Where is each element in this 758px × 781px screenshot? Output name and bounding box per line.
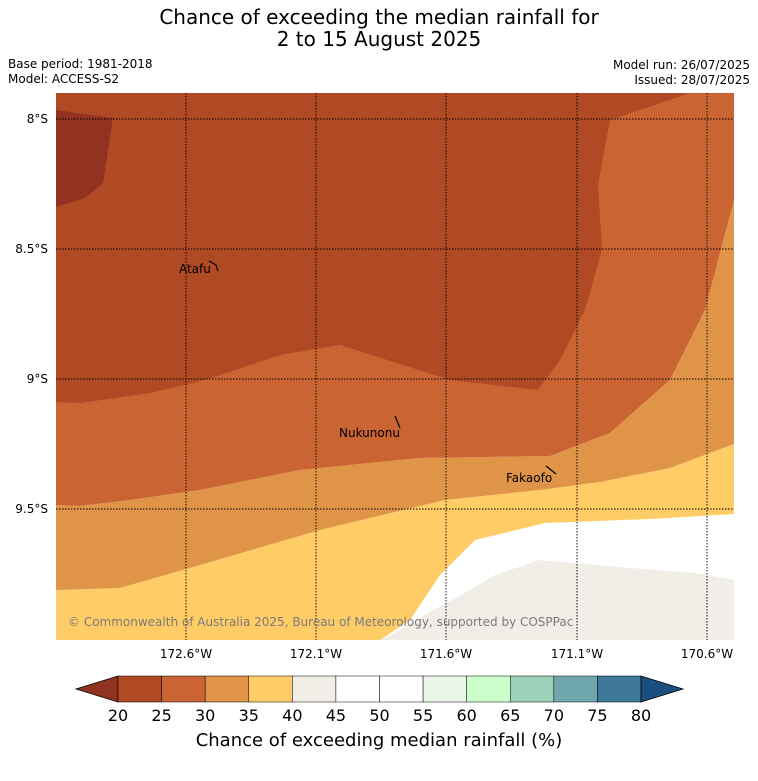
title-line-1: Chance of exceeding the median rainfall … [159, 5, 599, 29]
colorbar-segment [422, 675, 467, 703]
colorbar-tick-label: 30 [195, 706, 215, 725]
nukunonu-atoll-icon [394, 415, 401, 429]
colorbar-tick-label: 20 [108, 706, 128, 725]
place-labels: Atafu Nukunonu Fakaofo [179, 262, 552, 485]
colorbar-segment [597, 675, 642, 703]
colorbar-ticks: 20 25 30 35 40 45 50 55 60 65 70 75 80 [108, 706, 651, 725]
copyright-notice: © Commonwealth of Australia 2025, Bureau… [68, 615, 573, 629]
lon-label: 170.6°W [681, 647, 733, 661]
fakaofo-atoll-icon [545, 465, 557, 475]
contour-35-40 [56, 444, 734, 640]
chart-title: Chance of exceeding the median rainfall … [0, 6, 758, 50]
colorbar-segment [553, 675, 598, 703]
place-label-fakaofo: Fakaofo [506, 471, 552, 485]
title-line-2: 2 to 15 August 2025 [276, 27, 482, 51]
colorbar-label: Chance of exceeding median rainfall (%) [195, 730, 563, 751]
atolls [208, 260, 557, 475]
colorbar-segment [292, 675, 337, 703]
colorbar-tick-label: 70 [544, 706, 564, 725]
colorbar-tick-label: 40 [282, 706, 302, 725]
place-label-nukunonu: Nukunonu [339, 426, 400, 440]
lat-label: 9°S [27, 372, 48, 386]
lon-label: 171.6°W [420, 647, 472, 661]
colorbar-over-arrow [640, 675, 685, 703]
lat-label: 8°S [27, 112, 48, 126]
colorbar-segment [117, 675, 162, 703]
colorbar-tick-label: 80 [631, 706, 651, 725]
colorbar-segment [510, 675, 555, 703]
contour-40-45 [56, 560, 734, 640]
colorbar-segment [466, 675, 511, 703]
contour-20-25 [56, 93, 690, 403]
lon-label: 171.1°W [551, 647, 603, 661]
contour-below-20 [56, 110, 113, 207]
lon-label: 172.1°W [290, 647, 342, 661]
colorbar-tick-label: 25 [151, 706, 171, 725]
lat-labels: 8°S 8.5°S 9°S 9.5°S [15, 112, 48, 516]
contour-30-35 [56, 200, 734, 590]
lon-label: 172.6°W [160, 647, 212, 661]
colorbar-segment [335, 675, 380, 703]
colorbar-tick-label: 55 [413, 706, 433, 725]
colorbar-tick-label: 65 [500, 706, 520, 725]
colorbar [74, 675, 685, 703]
issued-date: Issued: 28/07/2025 [634, 73, 750, 87]
contour-fills [56, 93, 734, 640]
graticule [56, 93, 734, 640]
lat-label: 8.5°S [15, 242, 48, 256]
lon-labels: 172.6°W 172.1°W 171.6°W 171.1°W 170.6°W [160, 647, 733, 661]
model-run: Model run: 26/07/2025 [612, 58, 750, 72]
colorbar-tick-label: 35 [239, 706, 259, 725]
place-label-atafu: Atafu [179, 262, 211, 276]
colorbar-tick-label: 50 [369, 706, 389, 725]
colorbar-segment [379, 675, 424, 703]
colorbar-segment [204, 675, 250, 703]
lat-label: 9.5°S [15, 502, 48, 516]
model-name: Model: ACCESS-S2 [8, 72, 120, 86]
colorbar-tick-label: 60 [456, 706, 476, 725]
colorbar-segment [161, 675, 206, 703]
colorbar-segment [248, 675, 293, 703]
base-period: Base period: 1981-2018 [8, 57, 153, 71]
atafu-atoll-icon [208, 260, 219, 272]
meta-right: Model run: 26/07/2025 Issued: 28/07/2025 [613, 58, 750, 88]
meta-left: Base period: 1981-2018 Model: ACCESS-S2 [8, 57, 153, 87]
colorbar-under-arrow [74, 675, 119, 703]
colorbar-tick-label: 75 [587, 706, 607, 725]
colorbar-tick-label: 45 [326, 706, 346, 725]
